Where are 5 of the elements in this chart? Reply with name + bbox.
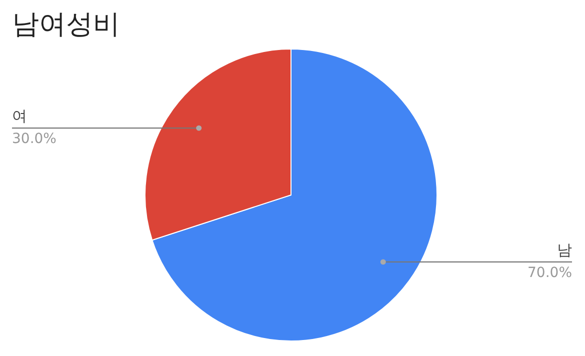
slice-label: 남 bbox=[557, 240, 572, 259]
slice-label: 여 bbox=[12, 107, 27, 126]
data-label: 30.0% bbox=[12, 131, 56, 148]
data-label: 70.0% bbox=[528, 264, 572, 281]
chart-title: 남여성비 bbox=[12, 9, 120, 40]
